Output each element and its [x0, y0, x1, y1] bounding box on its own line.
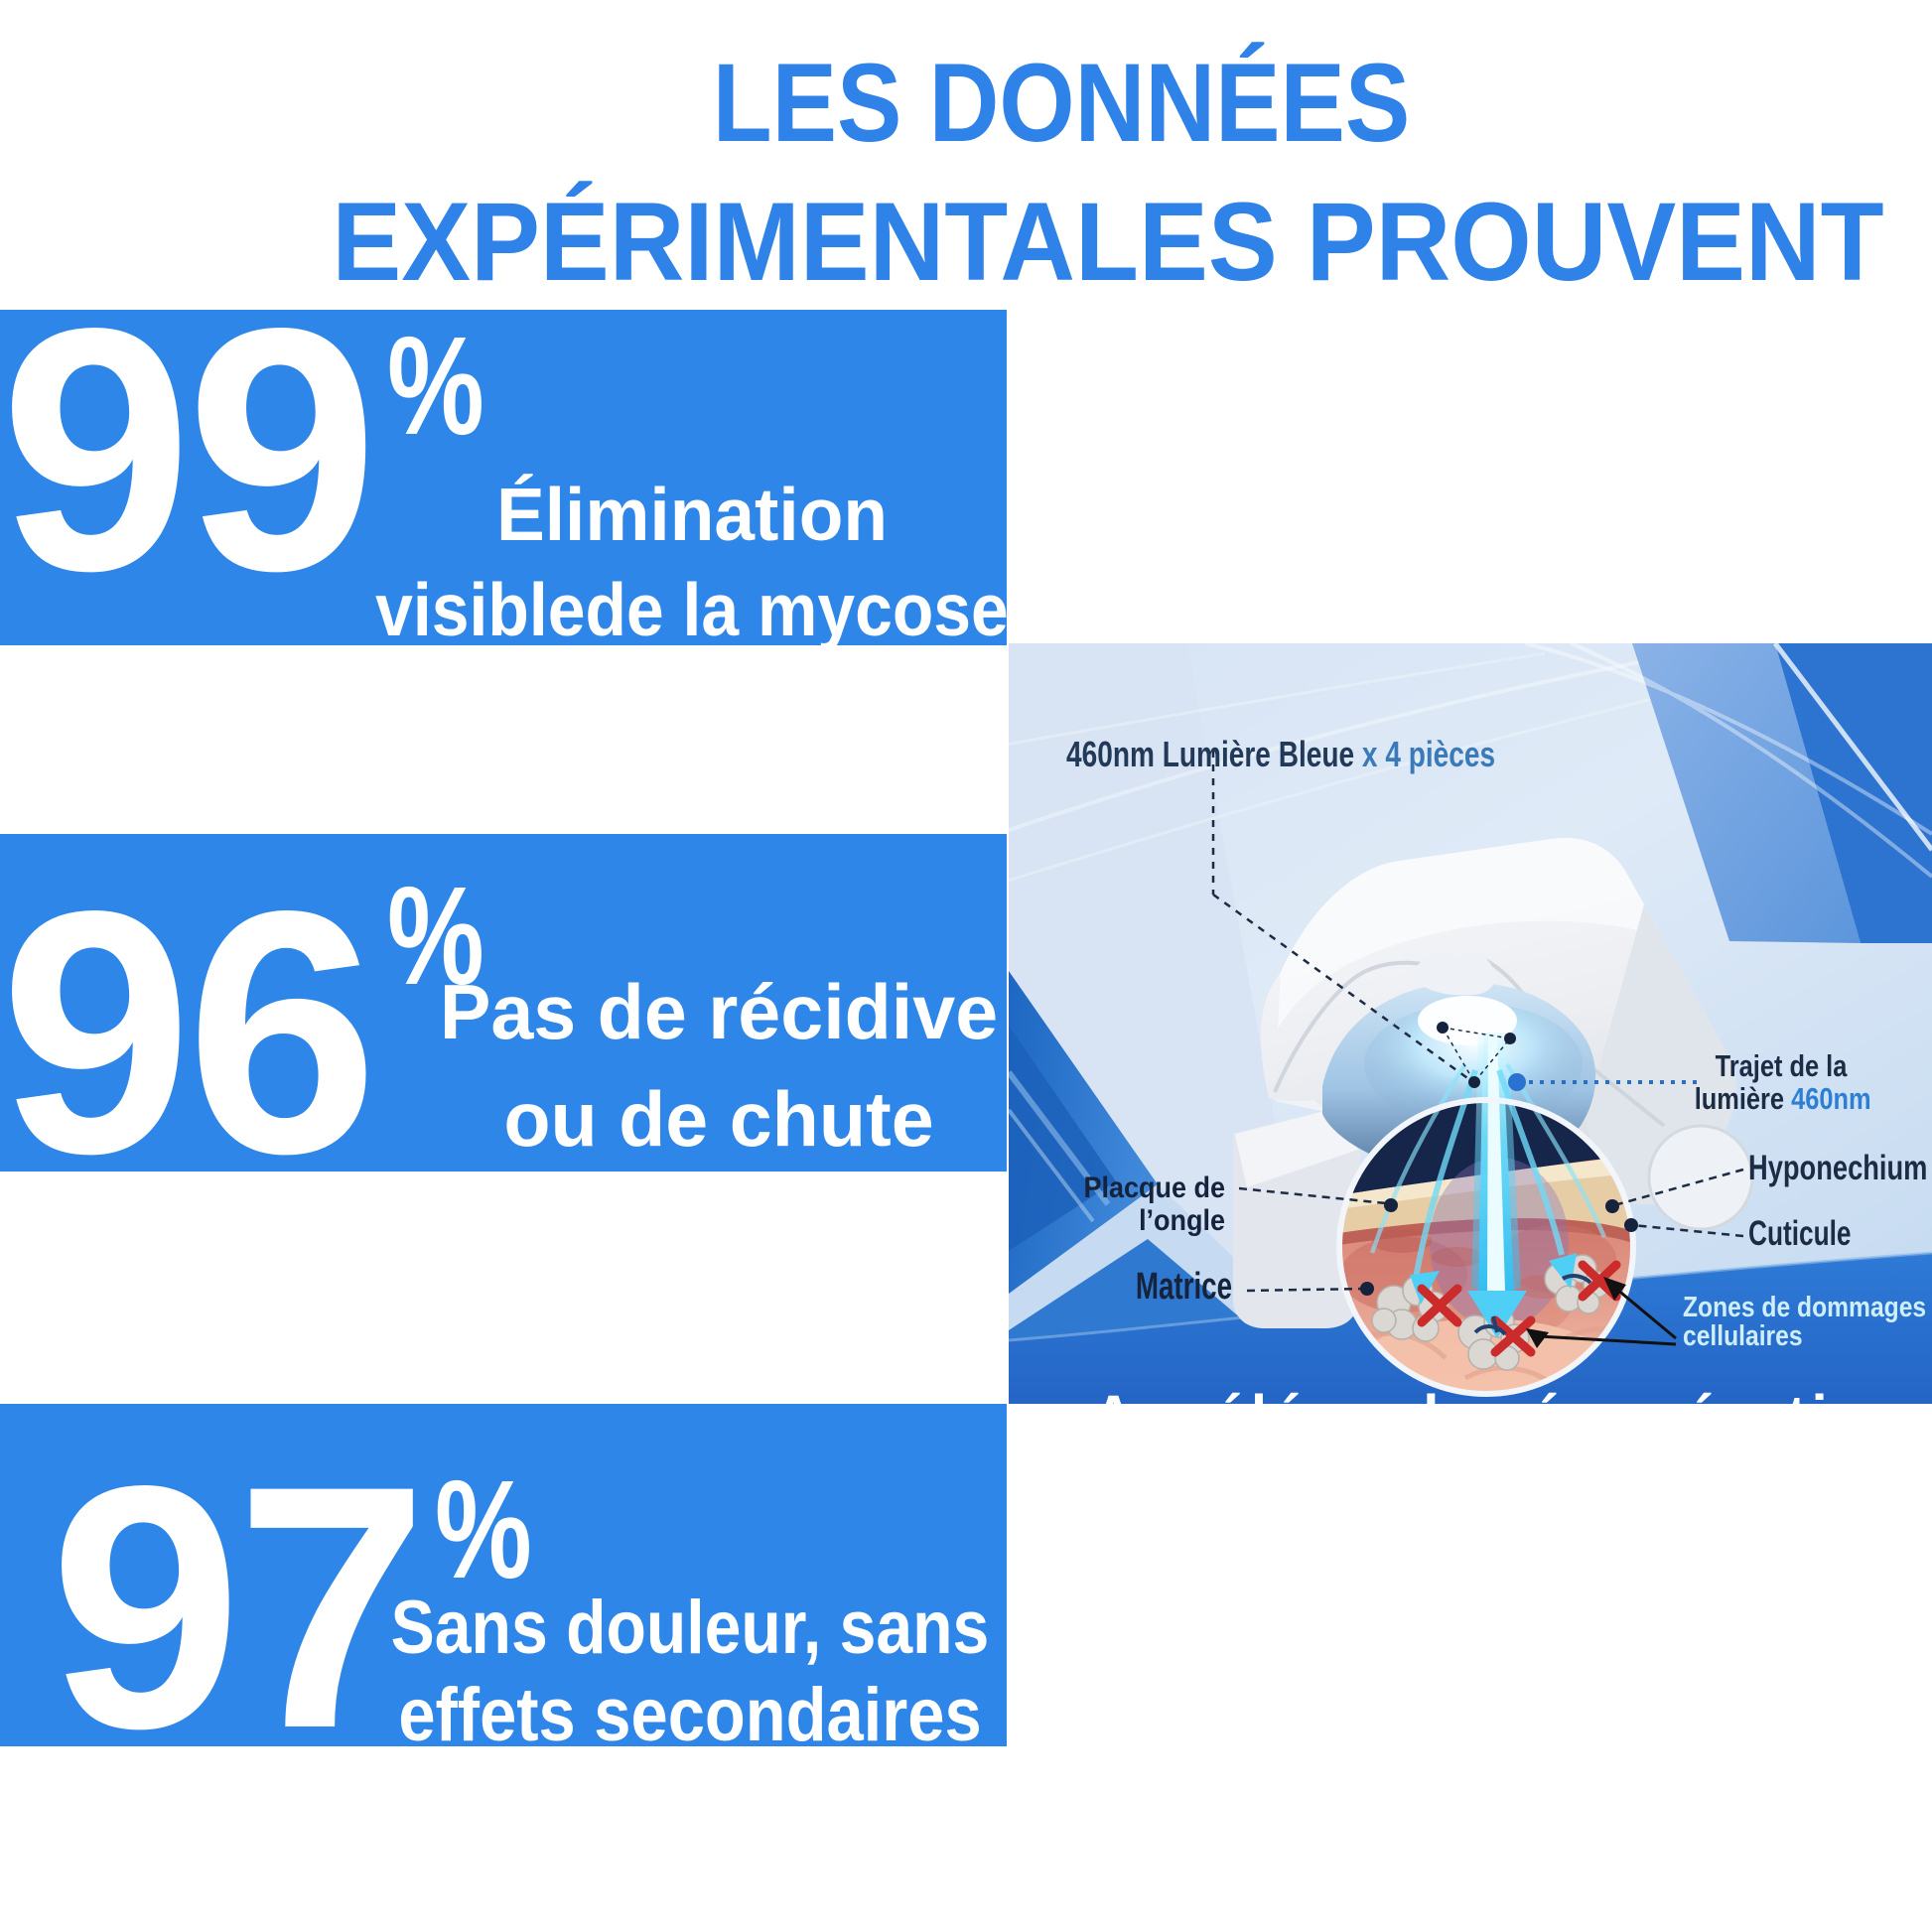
svg-text:l’ongle: l’ongle: [1139, 1204, 1225, 1238]
svg-text:460nm Lumière Bleue x 4 pièces: 460nm Lumière Bleue x 4 pièces: [1066, 735, 1495, 774]
svg-text:Accélérer la récupération: Accélérer la récupération: [1093, 1382, 1913, 1404]
svg-text:Matrice: Matrice: [1136, 1266, 1232, 1308]
svg-text:Trajet de la: Trajet de la: [1716, 1049, 1848, 1084]
svg-text:lumière 460nm: lumière 460nm: [1695, 1082, 1871, 1117]
svg-text:Cuticule: Cuticule: [1748, 1213, 1852, 1253]
svg-text:cellulaires: cellulaires: [1683, 1319, 1803, 1351]
svg-text:Placque de: Placque de: [1084, 1172, 1225, 1205]
svg-text:Zones de dommages: Zones de dommages: [1683, 1291, 1926, 1322]
svg-text:Hyponechium: Hyponechium: [1748, 1149, 1927, 1187]
